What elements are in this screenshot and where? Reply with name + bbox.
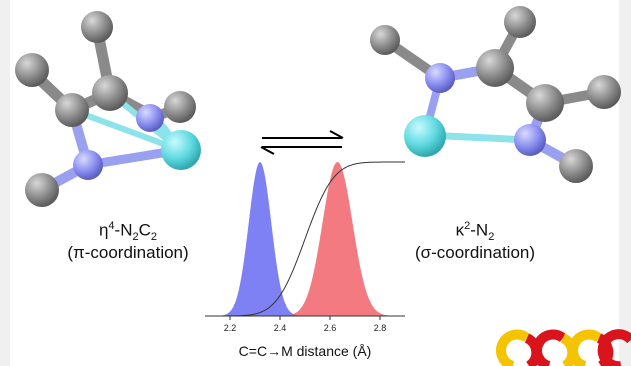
left-structure-label: η4-N2C2 (π-coordination) (48, 220, 208, 263)
formula-part: 4 (108, 220, 115, 232)
nitrogen-atom (73, 150, 103, 180)
formula-part: 2 (150, 231, 158, 244)
formula-part: -N (114, 220, 133, 240)
right-label-coordination: (σ-coordination) (414, 243, 536, 263)
carbon-atom (55, 93, 89, 127)
carbon-atom (25, 173, 59, 207)
formula-part: κ (455, 220, 465, 240)
carbon-atom (81, 11, 113, 43)
institution-logo (496, 329, 631, 366)
formula-part: 2 (132, 231, 139, 244)
left-label-coordination: (π-coordination) (67, 243, 189, 263)
carbon-atom (587, 75, 621, 109)
logo-ring (532, 329, 578, 366)
formula-part: -N (470, 220, 489, 240)
right-structure-label: κ2-N2 (σ-coordination) (405, 220, 545, 263)
right-label-formula: κ2-N2 (405, 220, 545, 243)
x-tick-label: 2.6 (324, 323, 337, 333)
carbon-atom (476, 49, 514, 87)
carbon-atom (164, 91, 196, 123)
carbon-atom (370, 25, 400, 55)
left-label-formula: η4-N2C2 (48, 220, 208, 243)
metal-atom (404, 115, 446, 157)
left-molecule (15, 11, 201, 207)
x-tick-label: 2.8 (374, 323, 387, 333)
logo-ring (496, 329, 542, 366)
nitrogen-atom (425, 63, 455, 93)
carbon-atom (92, 75, 128, 111)
formula-part: 2 (464, 220, 471, 232)
distance-distribution-chart: 2.2 2.4 2.6 2.8 (205, 161, 405, 333)
carbon-atom (15, 53, 49, 87)
nitrogen-atom (136, 104, 164, 132)
distribution-series-0 (205, 162, 405, 316)
nitrogen-atom (514, 124, 546, 156)
formula-part: η (98, 220, 109, 240)
x-tick-label: 2.4 (274, 323, 287, 333)
distribution-series-1 (205, 162, 405, 316)
x-tick-label: 2.2 (224, 323, 237, 333)
logo-ring (597, 329, 631, 366)
formula-part: C (138, 220, 151, 240)
metal-atom (161, 130, 201, 170)
x-axis-title: C=C→M distance (Å) (238, 343, 372, 359)
carbon-atom (504, 6, 536, 38)
carbon-atom (526, 84, 564, 122)
right-molecule (370, 6, 621, 183)
carbon-atom (559, 149, 593, 183)
cumulative-line (205, 161, 405, 317)
formula-part: 2 (488, 231, 495, 244)
equilibrium-arrows (260, 130, 344, 155)
